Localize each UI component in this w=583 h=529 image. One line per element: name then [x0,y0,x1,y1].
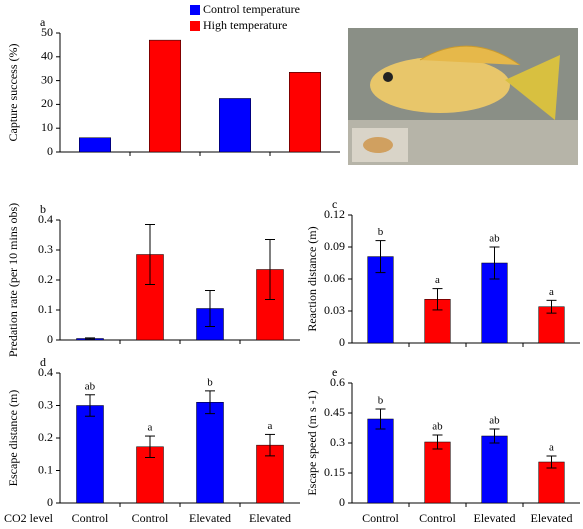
x-tick-label: Elevated [249,511,291,525]
x-axis-label: CO2 level [4,511,54,525]
fish-body [370,57,510,113]
bar [79,137,111,153]
y-tick-label: 50 [41,25,53,39]
y-tick-label: 0.45 [324,405,345,419]
bar [538,461,565,504]
y-tick-label: 0.2 [38,272,53,286]
legend-label: Control temperature [203,2,300,16]
y-tick-label: 0.09 [324,239,345,253]
legend-swatch [190,21,200,31]
significance-letter: a [549,442,554,454]
significance-letter: ab [85,380,96,392]
legend-label: High temperature [203,18,287,32]
y-tick-label: 0 [47,495,53,509]
y-tick-label: 0.15 [324,465,345,479]
bar [219,98,251,153]
y-tick-label: 0 [47,144,53,158]
significance-letter: a [268,420,273,432]
bar [367,418,394,504]
panel-letter: b [40,202,46,216]
x-tick-label: Control [419,511,456,525]
significance-letter: a [435,274,440,286]
y-axis-label: Escape distance (m) [6,390,20,487]
y-tick-label: 0.12 [324,207,345,221]
x-tick-label: Control [72,511,109,525]
fish-fin [419,45,521,66]
significance-letter: ab [489,415,500,427]
significance-letter: b [378,395,384,407]
panel-letter: e [332,365,337,379]
y-tick-label: 0.03 [324,303,345,317]
y-tick-label: 0 [339,335,345,349]
y-axis-label: Capture success (%) [6,44,20,142]
x-tick-label: Elevated [531,511,573,525]
y-tick-label: 20 [41,96,53,110]
y-tick-label: 0.2 [38,430,53,444]
bar [289,72,321,153]
bar [424,441,451,504]
panel-letter: d [40,355,46,369]
y-tick-label: 0.4 [38,365,53,379]
legend-swatch [190,5,200,15]
fish-tail [505,55,560,120]
panel-letter: c [332,197,337,211]
bar [149,39,181,153]
inset-fish [363,137,393,153]
y-tick-label: 0.1 [38,302,53,316]
panel-letter: a [40,15,46,29]
y-tick-label: 0.06 [324,271,345,285]
y-axis-label: Reaction distance (m) [305,226,319,331]
bar [481,435,508,504]
y-tick-label: 0.3 [330,435,345,449]
significance-letter: b [378,226,384,238]
x-tick-label: Control [132,511,169,525]
significance-letter: b [207,376,213,388]
bar [76,405,104,504]
x-tick-label: Control [362,511,399,525]
y-tick-label: 0.3 [38,242,53,256]
y-tick-label: 0.6 [330,375,345,389]
significance-letter: a [549,286,554,298]
x-tick-label: Elevated [189,511,231,525]
y-tick-label: 40 [41,49,53,63]
x-tick-label: Elevated [474,511,516,525]
significance-letter: ab [489,233,500,245]
y-axis-label: Predation rate (per 10 mins obs) [6,203,20,357]
y-tick-label: 0.1 [38,462,53,476]
y-tick-label: 0 [47,332,53,346]
y-tick-label: 0.3 [38,397,53,411]
y-tick-label: 10 [41,120,53,134]
bar [196,402,224,504]
fish-eye [383,72,393,82]
y-axis-label: Escape speed (m s -1) [305,390,319,495]
y-tick-label: 0 [339,495,345,509]
significance-letter: ab [432,421,443,433]
y-tick-label: 0.4 [38,212,53,226]
fish-photo [348,28,578,165]
y-tick-label: 30 [41,72,53,86]
significance-letter: a [148,422,153,434]
